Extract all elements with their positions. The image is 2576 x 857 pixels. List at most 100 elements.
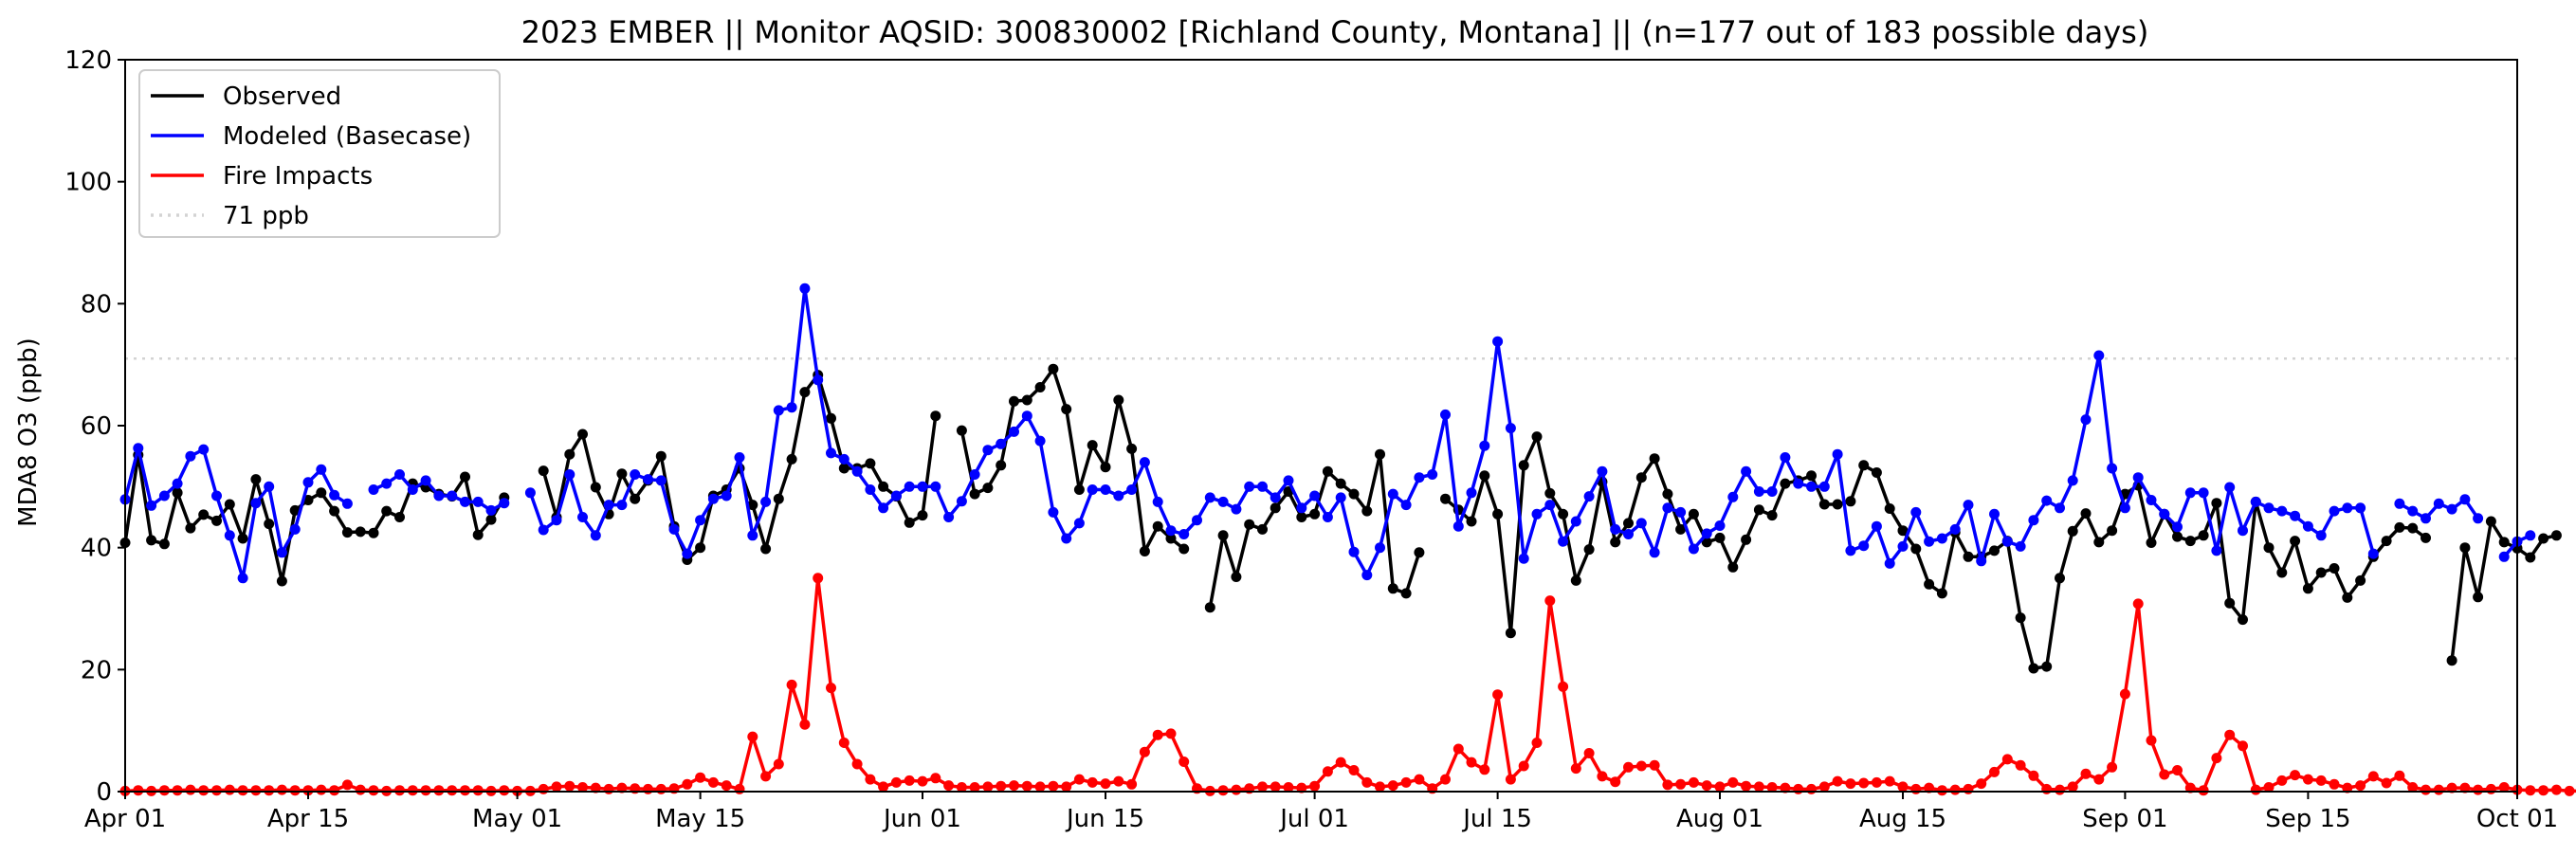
data-point <box>2329 563 2340 574</box>
data-point <box>656 784 667 794</box>
data-point <box>1048 364 1058 374</box>
data-point <box>2447 655 2457 666</box>
data-point <box>1479 764 1489 775</box>
data-point <box>722 491 732 501</box>
data-point <box>2355 575 2366 586</box>
data-point <box>1532 431 1543 442</box>
data-point <box>1166 728 1177 738</box>
data-point <box>2133 472 2144 483</box>
data-point <box>2147 538 2157 548</box>
data-point <box>1519 761 1529 772</box>
y-tick-label: 40 <box>81 535 112 563</box>
data-point <box>1113 395 1124 406</box>
data-point <box>1479 470 1489 481</box>
data-point <box>133 785 143 795</box>
data-point <box>2147 736 2157 746</box>
data-point <box>460 785 470 795</box>
data-point <box>250 785 261 795</box>
data-point <box>760 771 771 781</box>
data-point <box>264 785 274 795</box>
x-tick-label: Jul 01 <box>1278 805 1349 833</box>
data-point <box>1885 776 1895 787</box>
data-point <box>499 785 509 795</box>
data-point <box>1178 529 1189 539</box>
data-point <box>616 500 627 510</box>
data-point <box>173 479 183 489</box>
data-point <box>1022 781 1032 792</box>
data-point <box>2486 784 2496 794</box>
data-point <box>2199 530 2209 540</box>
data-point <box>1610 537 1620 547</box>
data-point <box>2264 542 2275 553</box>
x-tick-label: Jul 15 <box>1461 805 1532 833</box>
data-point <box>1061 781 1071 792</box>
data-point <box>539 465 549 476</box>
data-point <box>1910 544 1921 555</box>
data-point <box>1492 509 1503 520</box>
chart-title: 2023 EMBER || Monitor AQSID: 300830002 [… <box>521 14 2149 50</box>
data-point <box>1898 541 1909 552</box>
data-point <box>447 491 457 501</box>
plot-area <box>120 283 2576 796</box>
data-point <box>1650 760 1660 771</box>
data-point <box>1910 507 1921 518</box>
data-point <box>2224 598 2235 609</box>
data-point <box>1257 524 1268 535</box>
y-tick-label: 20 <box>81 656 112 684</box>
data-point <box>1453 521 1464 532</box>
data-point <box>159 491 170 501</box>
data-point <box>1819 781 1830 792</box>
data-point <box>1727 492 1738 502</box>
data-point <box>290 785 301 795</box>
data-point <box>2238 740 2248 751</box>
data-point <box>1584 748 1595 758</box>
data-point <box>774 494 784 504</box>
data-point <box>1009 396 1019 407</box>
data-point <box>2565 786 2575 796</box>
data-point <box>2133 598 2144 609</box>
data-point <box>1597 466 1607 477</box>
data-point <box>238 785 248 795</box>
series-line <box>961 369 1183 551</box>
data-point <box>1964 552 1974 562</box>
data-point <box>2159 509 2169 520</box>
data-point <box>1309 781 1320 792</box>
data-point <box>1793 784 1803 794</box>
data-point <box>1937 588 1947 598</box>
data-point <box>1074 518 1085 528</box>
data-point <box>982 781 993 792</box>
data-point <box>2303 775 2313 785</box>
data-point <box>2238 614 2248 625</box>
data-point <box>1349 489 1360 500</box>
data-point <box>2002 537 2013 547</box>
data-point <box>982 483 993 493</box>
data-point <box>539 525 549 536</box>
data-point <box>1153 521 1163 532</box>
data-point <box>1833 776 1843 787</box>
data-point <box>2368 771 2379 781</box>
data-point <box>2041 784 2052 794</box>
data-point <box>564 469 575 480</box>
data-point <box>760 497 771 507</box>
series-line <box>1210 454 1419 608</box>
data-point <box>211 785 222 795</box>
data-point <box>1178 757 1189 767</box>
data-point <box>1244 520 1254 530</box>
data-point <box>225 530 235 540</box>
data-point <box>813 374 823 385</box>
data-point <box>1309 509 1320 520</box>
data-point <box>329 506 339 517</box>
data-point <box>982 445 993 455</box>
data-point <box>1741 466 1751 477</box>
data-point <box>1858 778 1869 789</box>
data-point <box>1414 472 1424 483</box>
y-tick-label: 0 <box>96 778 112 807</box>
data-point <box>1323 466 1333 477</box>
data-point <box>342 527 353 538</box>
data-point <box>2224 483 2235 493</box>
data-point <box>1113 491 1124 501</box>
data-point <box>970 469 980 480</box>
data-point <box>735 784 745 794</box>
data-point <box>2107 762 2117 773</box>
